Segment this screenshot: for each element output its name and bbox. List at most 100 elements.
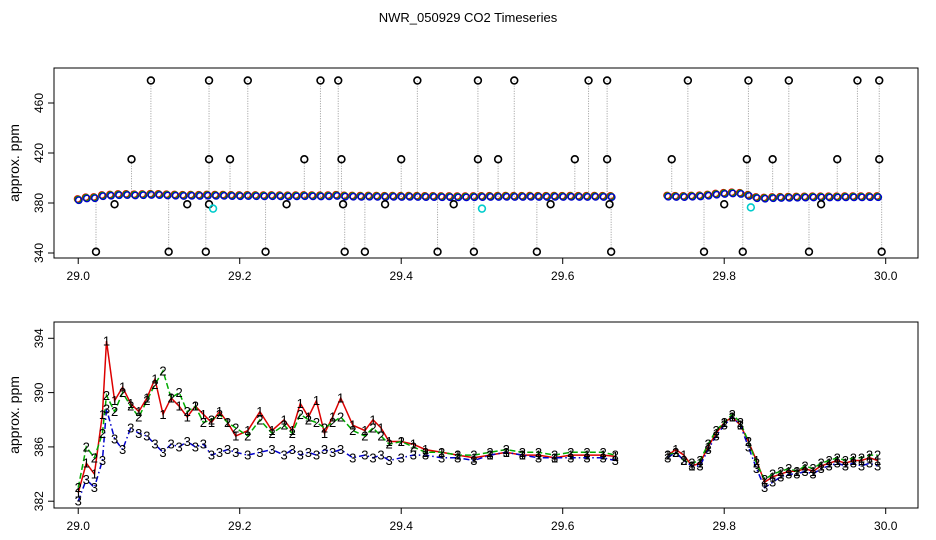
series-3-marker: 3 <box>329 445 336 460</box>
panel-bottom-xtick-label: 29.6 <box>551 519 575 533</box>
series-3-marker: 3 <box>551 450 558 465</box>
series-2-marker: 2 <box>167 391 174 406</box>
baseline-point-series-3 <box>519 193 527 201</box>
baseline-point-series-3 <box>833 193 842 202</box>
spike-high-point <box>602 76 612 85</box>
series-1-marker: 1 <box>535 448 542 463</box>
spike-mid-point <box>473 155 483 164</box>
spike-mid-point <box>833 155 842 164</box>
panel-bottom-xtick-label: 29.8 <box>713 519 737 533</box>
series-3-marker: 3 <box>200 437 207 452</box>
baseline-point-series-3 <box>543 193 552 201</box>
series-1-marker: 1 <box>297 396 304 411</box>
spike-mid-point <box>300 155 309 164</box>
baseline-point-series-3 <box>284 192 293 201</box>
series-1-marker: 1 <box>151 372 158 387</box>
series-3-marker: 3 <box>519 448 526 463</box>
series-1-marker: 1 <box>268 423 275 438</box>
panel-bottom-frame <box>53 321 919 509</box>
series-1-marker: 1 <box>612 449 619 464</box>
baseline-point-series-3 <box>317 192 325 201</box>
series-1-marker: 1 <box>410 437 417 452</box>
series-1-marker: 1 <box>232 429 239 444</box>
series-1-marker: 1 <box>713 426 720 441</box>
spike-mid-point <box>204 155 214 164</box>
cyan-point <box>477 204 487 213</box>
series-1-line <box>667 416 878 484</box>
series-1-marker: 1 <box>321 426 328 441</box>
spike-high-point <box>146 76 156 85</box>
series-3-marker: 3 <box>664 450 671 465</box>
series-1-marker: 1 <box>486 448 493 463</box>
series-1-marker: 1 <box>99 407 106 422</box>
series-2-marker: 2 <box>192 399 199 414</box>
series-2-marker: 2 <box>842 453 849 468</box>
series-3-marker: 3 <box>438 450 445 465</box>
spike-pre-point <box>282 200 291 209</box>
series-3-marker: 3 <box>866 456 873 471</box>
series-3-marker: 3 <box>737 418 744 433</box>
baseline-point-series-3 <box>82 194 91 203</box>
series-3-marker: 3 <box>232 445 239 460</box>
panel-bottom-axes: 29.0 29.2 29.4 29.6 29.8 30.0 382 386 390 394 <box>32 328 898 533</box>
series-3-marker: 3 <box>99 453 106 468</box>
series-3-marker: 3 <box>361 448 368 463</box>
series-3-line <box>77 408 616 502</box>
baseline-point-series-3 <box>680 193 689 202</box>
series-1-marker: 1 <box>801 461 808 476</box>
series-3-marker: 3 <box>704 442 711 457</box>
series-2-marker: 2 <box>551 448 558 463</box>
baseline-point-series-3 <box>115 191 124 200</box>
series-2-marker: 2 <box>729 407 736 422</box>
series-3-marker: 3 <box>208 448 215 463</box>
baseline-point-series-3 <box>131 191 140 200</box>
series-2-marker: 2 <box>369 420 376 435</box>
series-3-marker: 3 <box>817 461 824 476</box>
series-3-marker: 3 <box>83 472 90 487</box>
series-3-marker: 3 <box>111 431 118 446</box>
baseline-point-series-3 <box>179 192 188 200</box>
series-2-marker: 2 <box>612 448 619 463</box>
series-1-marker: 1 <box>159 407 166 422</box>
spike-low-point <box>699 247 709 256</box>
series-2-marker: 2 <box>454 448 461 463</box>
panel-top-ylabel: approx. ppm <box>6 124 22 202</box>
spike-high-point <box>316 76 325 85</box>
series-3-marker: 3 <box>159 445 166 460</box>
series-1-marker: 1 <box>75 486 82 501</box>
series-2-marker: 2 <box>200 415 207 430</box>
series-3-marker: 3 <box>184 434 191 449</box>
series-1-marker: 1 <box>745 434 752 449</box>
series-3-marker: 3 <box>567 450 574 465</box>
series-2-marker: 2 <box>337 410 344 425</box>
panel-top-xtick-label: 29.6 <box>551 269 575 283</box>
series-2-marker: 2 <box>313 415 320 430</box>
spike-pre-point <box>449 200 458 209</box>
series-2-marker: 2 <box>244 429 251 444</box>
spike-low-point <box>91 247 101 256</box>
series-3-marker: 3 <box>874 458 881 473</box>
series-2-marker: 2 <box>519 445 526 460</box>
panel-bottom-xtick-label: 29.4 <box>390 519 414 533</box>
series-2-marker: 2 <box>696 453 703 468</box>
spike-mid-point <box>127 155 136 164</box>
baseline-point-series-3 <box>720 190 729 198</box>
series-3-marker: 3 <box>127 420 134 435</box>
series-2-marker: 2 <box>535 445 542 460</box>
series-3-marker: 3 <box>143 429 150 444</box>
series-3-marker: 3 <box>503 445 510 460</box>
series-1-marker: 1 <box>361 423 368 438</box>
series-2-marker: 2 <box>664 448 671 463</box>
series-1-marker: 1 <box>111 393 118 408</box>
baseline-point-series-3 <box>777 194 786 202</box>
series-3-marker: 3 <box>761 480 768 495</box>
series-1-marker: 1 <box>289 423 296 438</box>
panel-top-ytick-label: 420 <box>32 143 46 163</box>
series-1-marker: 1 <box>216 404 223 419</box>
baseline-point-series-3 <box>785 193 794 202</box>
spike-low-point <box>606 247 616 256</box>
series-1-marker: 1 <box>398 434 405 449</box>
series-1-marker: 1 <box>672 442 679 457</box>
series-1-marker: 1 <box>817 458 824 473</box>
